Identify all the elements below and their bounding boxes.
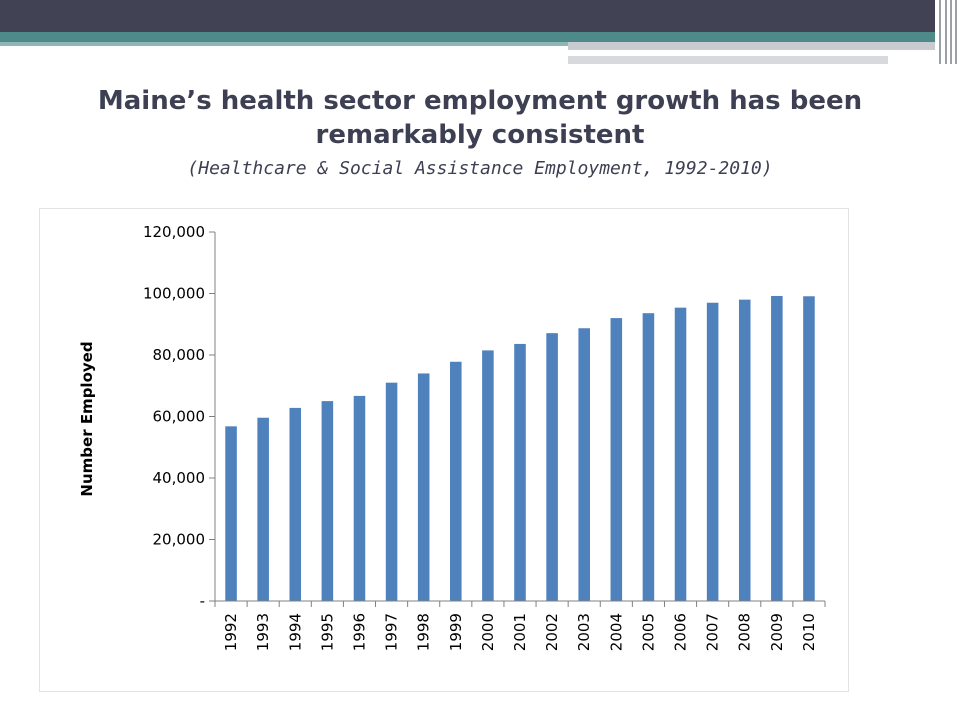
x-tick-label: 1993 <box>254 613 272 651</box>
x-tick-label: 1998 <box>415 613 433 651</box>
x-tick-label: 1995 <box>318 613 336 651</box>
x-tick-label: 1999 <box>447 613 465 651</box>
bar-1996 <box>353 395 366 601</box>
bars <box>225 295 815 601</box>
y-axis-label: Number Employed <box>78 341 96 496</box>
bar-2009 <box>771 295 783 601</box>
y-tick-label: - <box>200 592 205 610</box>
chart-frame: -20,000 40,000 60,000 80,000 100,000 120,000 … <box>39 208 849 692</box>
x-tick-label: 2007 <box>704 613 722 651</box>
header-band-light <box>0 42 568 46</box>
x-axis: 1992 1993 1994 1995 1996 1997 1998 1999 2000 2001… <box>214 600 826 651</box>
y-tick-label: 20,000 <box>153 531 206 549</box>
x-tick-label: 2006 <box>672 613 690 651</box>
bar-1999 <box>450 361 462 601</box>
y-tick-label: 60,000 <box>153 408 206 426</box>
x-tick-label: 2003 <box>575 613 593 651</box>
x-tick-label: 2005 <box>639 613 657 651</box>
header-band-gray <box>568 42 935 50</box>
header-band-dark <box>0 0 935 32</box>
x-tick-label: 2009 <box>768 613 786 651</box>
bar-2000 <box>482 350 494 601</box>
x-tick-label: 2001 <box>511 613 529 651</box>
bar-2001 <box>514 343 526 601</box>
bar-2008 <box>738 299 751 601</box>
bar-1997 <box>385 382 398 601</box>
bar-2006 <box>674 307 687 601</box>
bar-2007 <box>706 302 719 601</box>
bar-1993 <box>257 417 269 601</box>
bar-2002 <box>546 333 558 601</box>
bar-2005 <box>642 313 655 601</box>
y-tick-label: 120,000 <box>143 223 205 241</box>
y-axis: - 20,000 40,000 60,000 80,000 100,000 120,000 <box>143 223 216 610</box>
x-tick-label: 1996 <box>350 613 368 651</box>
bar-2004 <box>610 318 623 601</box>
bar-1995 <box>321 401 334 601</box>
x-tick-label: 2002 <box>543 613 561 651</box>
x-tick-label: 2008 <box>736 613 754 651</box>
bar-1994 <box>289 407 302 601</box>
header-band-teal <box>0 32 935 42</box>
x-tick-label: 1994 <box>286 613 304 651</box>
slide-title: Maine’s health sector employment growth … <box>97 86 863 150</box>
y-tick-label: 80,000 <box>153 346 206 364</box>
bar-1992 <box>225 426 237 601</box>
x-tick-label: 1992 <box>222 613 240 651</box>
y-tick-label: 40,000 <box>153 469 206 487</box>
x-tick-label: 2000 <box>479 613 497 651</box>
bar-2010 <box>803 296 815 601</box>
header-band-gray-lower <box>568 56 888 64</box>
bar-2003 <box>578 328 590 601</box>
header-edge-lines <box>935 0 960 64</box>
slide-subtitle: (Healthcare & Social Assistance Employme… <box>187 158 773 179</box>
bar-1998 <box>417 373 430 601</box>
x-tick-label: 2004 <box>607 613 625 651</box>
x-tick-label: 1997 <box>383 613 401 651</box>
y-tick-label: 100,000 <box>143 285 205 303</box>
bar-chart: -20,00040,00060,00080,000100,000120,000 … <box>78 223 826 651</box>
x-tick-label: 2010 <box>800 613 818 651</box>
